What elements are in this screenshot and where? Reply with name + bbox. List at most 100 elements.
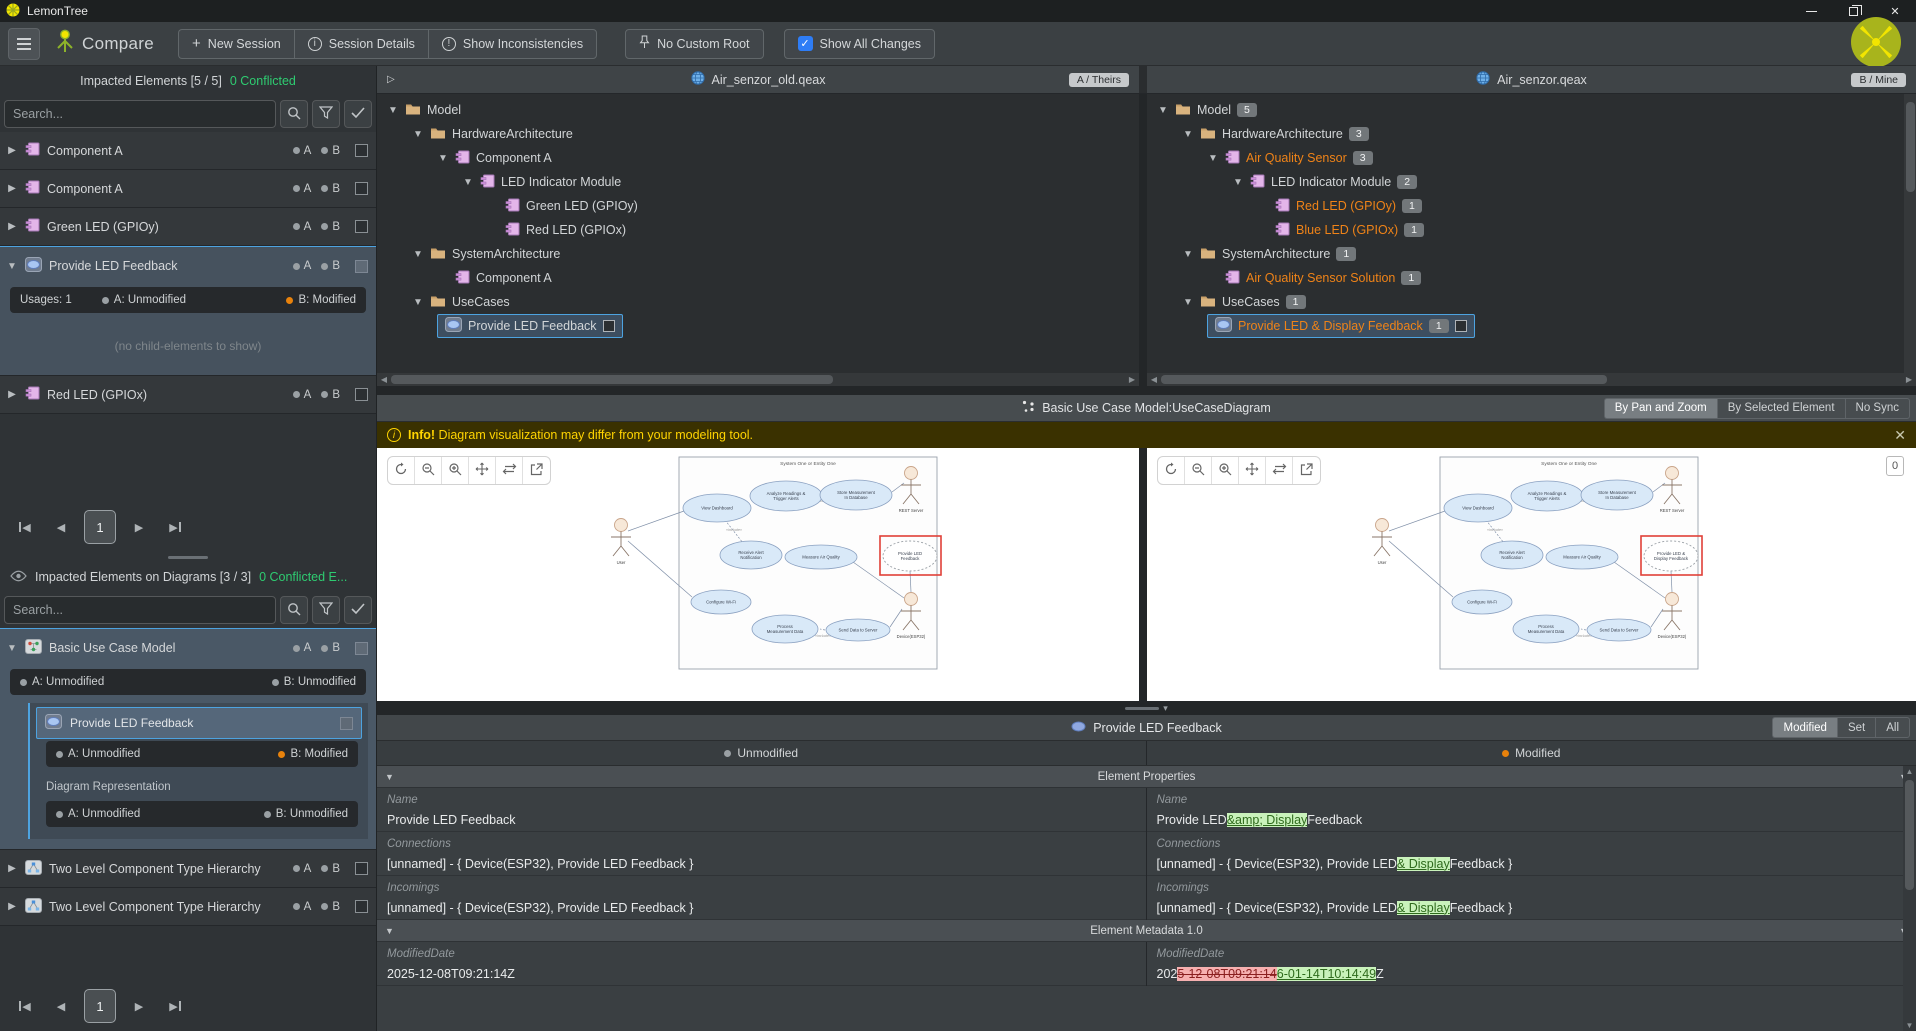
first-page-button[interactable]: ◀ — [12, 993, 38, 1019]
tree-node[interactable]: ▼UseCases1 — [1147, 290, 1916, 314]
selected-node[interactable]: Provide LED Feedback — [437, 314, 623, 338]
chevron-down-icon[interactable]: ▼ — [385, 772, 394, 782]
no-custom-root-button[interactable]: No Custom Root — [625, 29, 763, 59]
tree-node[interactable]: ▼LED Indicator Module2 — [1147, 170, 1916, 194]
tree-node[interactable]: Red LED (GPIOy)1 — [1147, 194, 1916, 218]
prev-page-button[interactable]: ◀ — [48, 514, 74, 540]
chevron-down-icon[interactable]: ▼ — [462, 177, 474, 188]
refresh-button[interactable] — [388, 457, 415, 484]
item-checkbox[interactable] — [355, 900, 368, 913]
chevron-down-icon[interactable]: ▼ — [385, 926, 394, 936]
scroll-left-icon[interactable]: ◀ — [377, 375, 391, 384]
chevron-down-icon[interactable]: ▼ — [6, 261, 18, 272]
chevron-down-icon[interactable]: ▼ — [1182, 297, 1194, 308]
node-checkbox[interactable] — [1455, 320, 1467, 332]
open-external-button[interactable] — [523, 457, 550, 484]
tree-node[interactable]: ▼UseCases — [377, 290, 1139, 314]
sidebar-item[interactable]: ▼Provide LED FeedbackAB — [0, 247, 376, 285]
item-checkbox[interactable] — [355, 182, 368, 195]
sidebar-item[interactable]: ▶Red LED (GPIOx)AB — [0, 376, 376, 414]
tree-node[interactable]: ▼Model5 — [1147, 98, 1916, 122]
sync-by-pan-and-zoom[interactable]: By Pan and Zoom — [1604, 398, 1717, 419]
chevron-right-icon[interactable]: ▶ — [6, 183, 18, 194]
scroll-left-icon[interactable]: ◀ — [1147, 375, 1161, 384]
chevron-down-icon[interactable]: ▼ — [412, 249, 424, 260]
zoom-out-button[interactable] — [1185, 457, 1212, 484]
tree-node[interactable]: Green LED (GPIOy) — [377, 194, 1139, 218]
impacted-search-input[interactable] — [4, 100, 276, 128]
show-all-changes-toggle[interactable]: ✓ Show All Changes — [784, 29, 935, 59]
diagrams-search-input[interactable] — [4, 596, 276, 624]
scroll-right-icon[interactable]: ▶ — [1902, 375, 1916, 384]
prev-page-button[interactable]: ◀ — [48, 993, 74, 1019]
sidebar-item[interactable]: ▼Basic Use Case ModelAB — [0, 629, 376, 667]
zoom-in-button[interactable] — [442, 457, 469, 484]
horizontal-scrollbar[interactable]: ◀▶ — [1147, 373, 1916, 386]
sidebar-item[interactable]: ▶Two Level Component Type HierarchyAB — [0, 850, 376, 888]
tree-node[interactable]: ▼SystemArchitecture — [377, 242, 1139, 266]
pan-button[interactable] — [1239, 457, 1266, 484]
current-page[interactable]: 1 — [84, 510, 116, 544]
next-page-button[interactable]: ▶ — [126, 993, 152, 1019]
new-session-button[interactable]: + New Session — [178, 29, 294, 59]
chevron-right-icon[interactable]: ▶ — [6, 221, 18, 232]
swap-button[interactable] — [1266, 457, 1293, 484]
chevron-down-icon[interactable]: ▼ — [412, 297, 424, 308]
minimize-button[interactable] — [1790, 0, 1832, 22]
horizontal-splitter[interactable]: ▾ — [377, 701, 1916, 715]
filter-all[interactable]: All — [1875, 717, 1910, 738]
collapse-icon[interactable]: ▷ — [387, 74, 395, 85]
apply-filter-button-2[interactable] — [344, 596, 372, 624]
next-page-button[interactable]: ▶ — [126, 514, 152, 540]
section-bar[interactable]: ▼Element Metadata 1.0▼ — [377, 920, 1916, 942]
search-button-2[interactable] — [280, 596, 308, 624]
sidebar-item[interactable]: ▶Component AAB — [0, 170, 376, 208]
tree-node[interactable]: Air Quality Sensor Solution1 — [1147, 266, 1916, 290]
sidebar-item[interactable]: Provide LED Feedback — [36, 707, 362, 739]
tree-node[interactable]: ▼SystemArchitecture1 — [1147, 242, 1916, 266]
scroll-right-icon[interactable]: ▶ — [1125, 375, 1139, 384]
filter-button-2[interactable] — [312, 596, 340, 624]
tree-node[interactable]: Red LED (GPIOx) — [377, 218, 1139, 242]
usecase-diagram-left[interactable]: System One or Entity One«include»«includ… — [599, 451, 944, 679]
chevron-down-icon[interactable]: ▼ — [1157, 105, 1169, 116]
sync-no-sync[interactable]: No Sync — [1845, 398, 1910, 419]
open-external-button[interactable] — [1293, 457, 1320, 484]
refresh-button[interactable] — [1158, 457, 1185, 484]
sidebar-item[interactable]: ▶Green LED (GPIOy)AB — [0, 208, 376, 246]
chevron-down-icon[interactable]: ▼ — [412, 129, 424, 140]
horizontal-scrollbar[interactable]: ◀▶ — [377, 373, 1139, 386]
zoom-in-button[interactable] — [1212, 457, 1239, 484]
current-page[interactable]: 1 — [84, 989, 116, 1023]
diagram-splitter[interactable] — [1139, 448, 1147, 701]
tree-node[interactable]: ▼Air Quality Sensor3 — [1147, 146, 1916, 170]
tree-splitter[interactable] — [1139, 94, 1147, 386]
details-scrollbar[interactable]: ▲▼ — [1903, 766, 1916, 1031]
tree-node[interactable]: ▼LED Indicator Module — [377, 170, 1139, 194]
chevron-down-icon[interactable]: ▼ — [387, 105, 399, 116]
last-page-button[interactable]: ▶ — [162, 514, 188, 540]
chevron-right-icon[interactable]: ▶ — [6, 389, 18, 400]
filter-set[interactable]: Set — [1837, 717, 1875, 738]
tree-node[interactable]: ▼Component A — [377, 146, 1139, 170]
chevron-down-icon[interactable]: ▼ — [1182, 249, 1194, 260]
node-checkbox[interactable] — [603, 320, 615, 332]
tree-node[interactable]: Component A — [377, 266, 1139, 290]
tree-node[interactable]: ▼Model — [377, 98, 1139, 122]
chevron-down-icon[interactable]: ▼ — [437, 153, 449, 164]
apply-filter-button[interactable] — [344, 100, 372, 128]
sidebar-item[interactable]: ▶Two Level Component Type HierarchyAB — [0, 888, 376, 926]
menu-button[interactable] — [8, 28, 40, 60]
item-checkbox[interactable] — [340, 717, 353, 730]
sync-by-selected-element[interactable]: By Selected Element — [1717, 398, 1845, 419]
usecase-diagram-right[interactable]: System One or Entity One«include»«includ… — [1360, 451, 1705, 679]
swap-button[interactable] — [496, 457, 523, 484]
chevron-right-icon[interactable]: ▶ — [6, 145, 18, 156]
chevron-down-icon[interactable]: ▼ — [6, 643, 18, 654]
close-info-icon[interactable]: ✕ — [1894, 427, 1906, 444]
item-checkbox[interactable] — [355, 642, 368, 655]
last-page-button[interactable]: ▶ — [162, 993, 188, 1019]
first-page-button[interactable]: ◀ — [12, 514, 38, 540]
zoom-out-button[interactable] — [415, 457, 442, 484]
chevron-down-icon[interactable]: ▼ — [1232, 177, 1244, 188]
